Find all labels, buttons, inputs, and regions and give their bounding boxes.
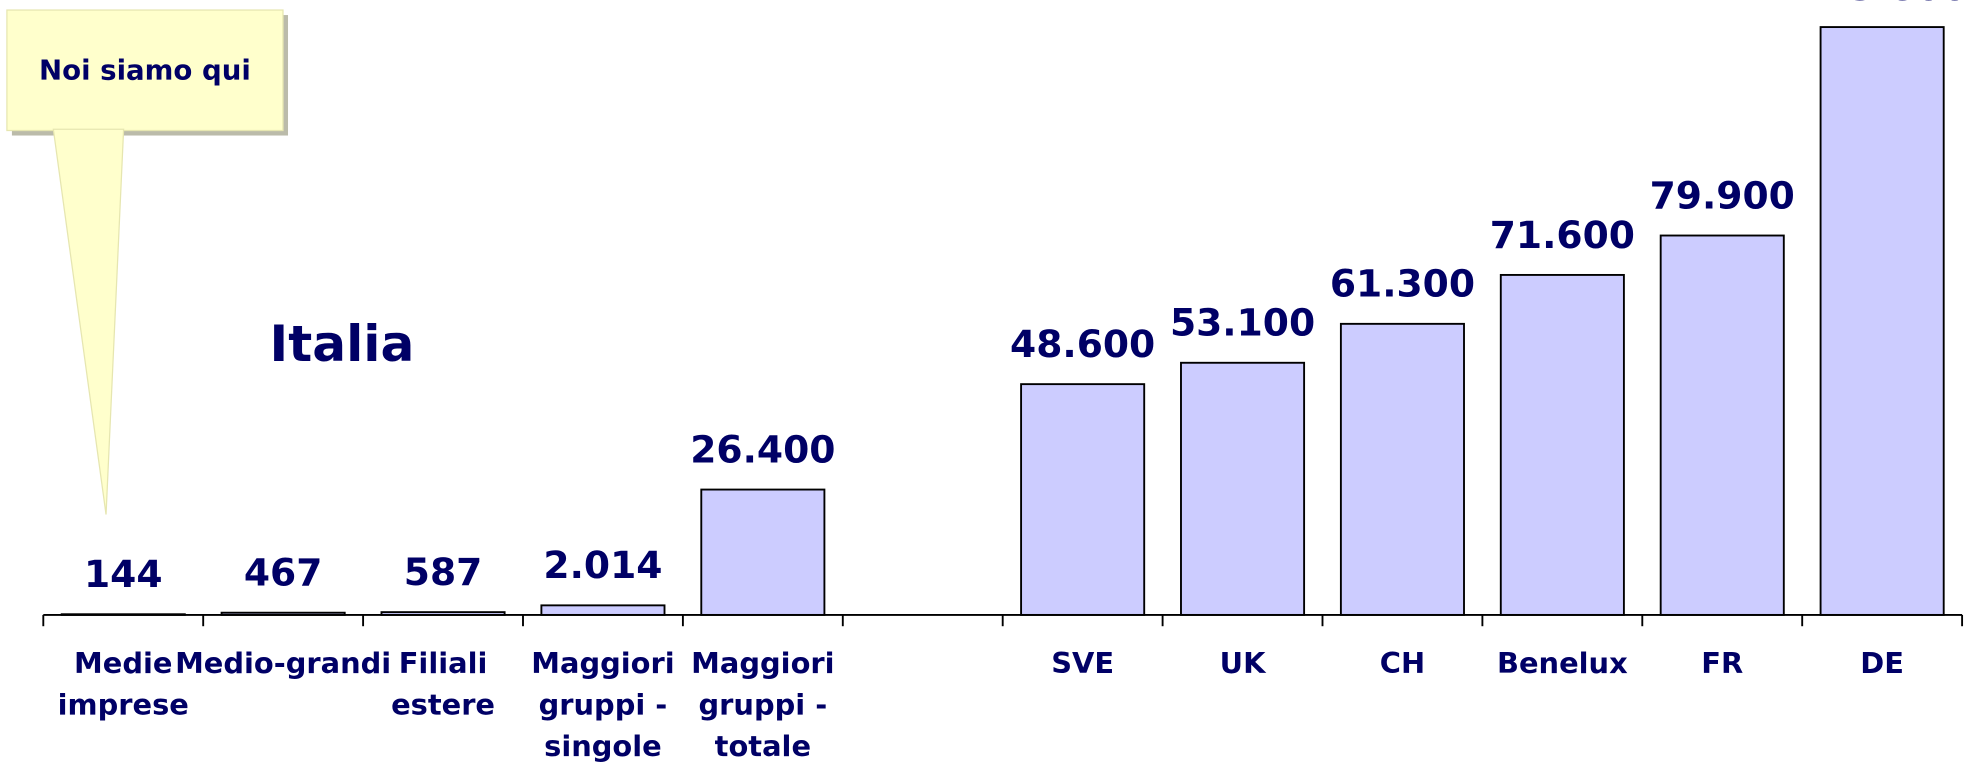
bar [1339,322,1465,616]
bar [1180,361,1306,616]
value-label: 26.400 [690,427,835,471]
annotation: Italia [270,314,415,373]
x-tick-label: Benelux [1497,646,1628,680]
value-label: 2.014 [543,543,662,587]
bar [1659,234,1785,616]
callout-box [6,9,284,132]
value-label: 61.300 [1330,262,1475,306]
bar [540,604,666,616]
value-label: 467 [244,551,323,595]
value-label: 79.900 [1650,173,1795,217]
x-tick-label: Medio-grandi [175,646,391,680]
value-label: 53.100 [1170,301,1315,345]
value-label: 71.600 [1490,213,1635,257]
x-tick-label: Maggiori gruppi -totale [691,646,834,763]
x-tick-label: Maggiori gruppi -singole [531,646,674,763]
bar [380,611,506,616]
x-tick-label: FR [1701,646,1743,680]
bar [60,613,186,616]
x-tick-label: Filiali estere [391,646,495,721]
x-tick-label: UK [1220,646,1267,680]
bar [1819,26,1945,616]
x-tick-label: Medie imprese [58,646,189,721]
bar [1020,383,1146,616]
value-label: 587 [404,550,483,594]
bar [700,488,826,616]
x-tick-label: DE [1860,646,1904,680]
bar [1499,273,1625,616]
value-label: 144 [84,552,163,596]
value-label: 48.600 [1010,322,1155,366]
callout-pointer [52,128,125,515]
callout-text: Noi siamo qui [39,54,251,87]
x-tick-label: CH [1380,646,1425,680]
value-label: 123.800 [1796,0,1967,9]
bar [220,611,346,616]
x-tick-label: SVE [1051,646,1114,680]
